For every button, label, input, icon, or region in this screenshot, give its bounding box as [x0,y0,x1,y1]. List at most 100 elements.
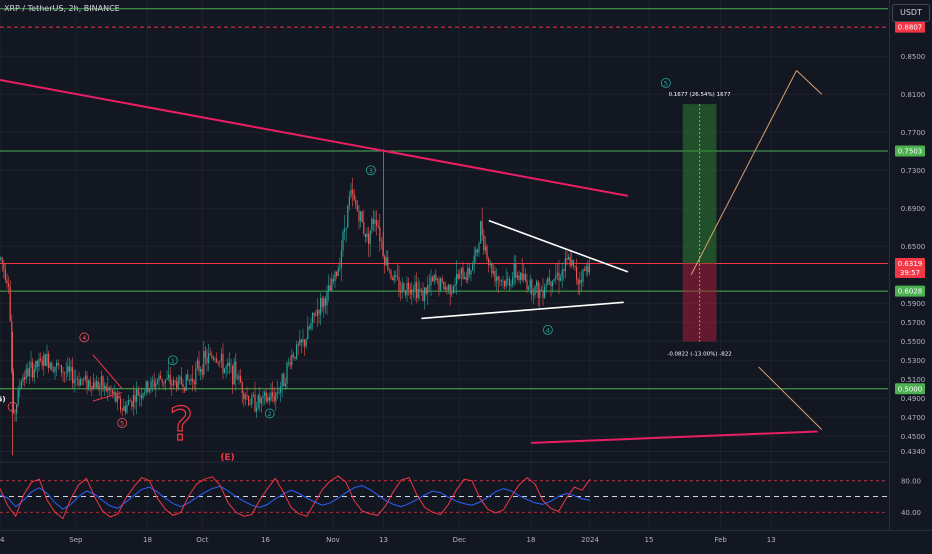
candle-body [147,381,149,392]
candle-body [22,377,24,382]
candle-body [104,385,106,390]
candle-body [302,339,304,343]
candle-body [368,233,370,244]
candle-body [288,362,290,363]
candle-body [558,272,560,281]
candle-body [115,392,117,402]
candle-body [216,358,218,362]
candle-body [3,263,5,270]
target-label: 0.1677 (26.54%) 1677 [669,92,732,98]
time-tick-label: 13 [379,536,388,544]
candle-body [545,284,547,287]
candle-body [420,290,422,292]
candle-body [67,366,69,373]
candle-body [331,279,333,291]
candle-body [204,351,206,358]
candle-body [568,257,570,260]
candle-body [36,360,38,367]
candle-body [20,381,22,389]
price-axis-divider [889,0,890,530]
candle-body [43,354,45,366]
time-tick-label: 18 [527,536,536,544]
price-tick-label: 0.6900 [901,205,926,213]
price-tick-label: 0.4900 [901,395,926,403]
candle-body [155,383,157,388]
candle-body [307,326,309,340]
candle-body [268,397,270,401]
candle-body [275,392,277,402]
candle-body [353,193,355,201]
candle-body [360,211,362,222]
candle-body [369,230,371,244]
price-level-tag [895,145,925,157]
price-level-tag-text: 0.6319 [898,260,923,268]
candle-body [180,376,182,385]
price-tick-label: 0.4700 [901,414,926,422]
oscillator-tick-label: 40.00 [901,509,921,517]
candle-body [422,291,424,302]
price-level-tag [895,21,925,33]
candle-body [102,376,104,390]
candle-body [137,389,139,396]
candle-body [56,362,58,367]
trendline-projection-up-1 [690,70,797,275]
candle-body [206,357,208,364]
candle-body [566,258,568,260]
time-tick-label: 16 [261,536,270,544]
candle-body [11,320,13,372]
candle-body [257,395,259,408]
candle-body [97,381,99,389]
candle-body [355,200,357,206]
candle-body [108,387,110,390]
candle-body [329,285,331,291]
candle-body [142,393,144,399]
candle-body [404,291,406,296]
candle-body [465,277,467,281]
wave-label-text: 5 [120,419,124,427]
candle-body [113,392,115,394]
candle-body [54,366,56,372]
candle-body [100,376,102,386]
candle-body [356,205,358,211]
wave-label-text: (E) [220,453,234,463]
candle-body [366,233,368,238]
candle-body [35,360,37,370]
candle-body [262,395,264,398]
time-axis-divider [0,530,932,531]
candle-body [348,196,350,206]
candle-body [320,298,322,315]
currency-button[interactable]: USDT [892,4,930,22]
candle-body [518,275,520,281]
candle-body [547,278,549,285]
candle-body [336,271,338,276]
candle-body [409,289,411,295]
candle-body [428,285,430,286]
candle-body [580,279,582,283]
candle-body [536,281,538,286]
candle-body [188,379,190,381]
candle-body [350,189,352,197]
candle-body [427,285,429,294]
candle-body [4,269,6,281]
candle-body [190,378,192,381]
candle-body [579,279,581,285]
wave-label-text: 1 [171,357,175,365]
candle-body [491,263,493,274]
candle-body [532,293,534,296]
candle-body [203,351,205,375]
candle-body [358,210,360,222]
candle-body [419,289,421,291]
candle-body [158,375,160,381]
candle-body [345,227,347,230]
candle-body [32,361,34,378]
trendline-projection-up-2 [796,70,823,95]
candle-body [393,274,395,281]
candle-body [467,267,469,281]
candle-body [99,385,101,389]
candle-body [38,358,40,367]
trendline-descending-resistance [0,79,629,197]
candle-body [560,277,562,281]
candle-body [153,380,155,388]
